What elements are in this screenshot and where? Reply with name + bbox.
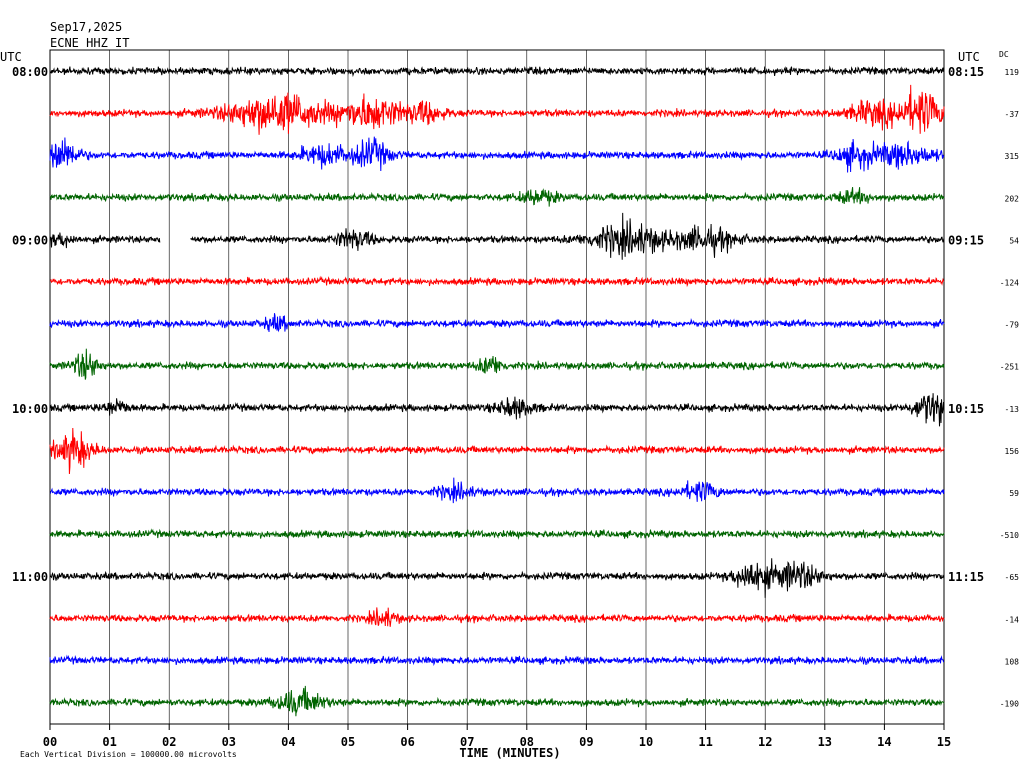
seismic-trace — [49, 685, 945, 717]
seismic-trace — [49, 427, 945, 475]
seismic-trace — [49, 313, 945, 333]
right-time-label: 08:15 — [948, 65, 984, 79]
dc-offset-label: -65 — [1005, 573, 1020, 582]
left-time-label: 10:00 — [12, 402, 48, 416]
left-time-label: 09:00 — [12, 233, 48, 247]
utc-right-label: UTC — [958, 50, 980, 64]
x-tick-label: 00 — [43, 735, 57, 749]
dc-label: DC — [999, 50, 1009, 59]
right-time-labels: 08:15 09:15 10:15 11:15 — [948, 65, 984, 584]
traces-group — [49, 65, 945, 717]
vertical-grid — [49, 50, 945, 724]
right-time-label: 11:15 — [948, 570, 984, 584]
x-tick-label: 02 — [162, 735, 176, 749]
dc-offset-label: 315 — [1005, 152, 1020, 161]
right-time-label: 10:15 — [948, 402, 984, 416]
dc-offset-label: -251 — [1000, 363, 1019, 372]
seismic-trace — [49, 212, 945, 260]
dc-offset-label: 108 — [1005, 657, 1020, 666]
x-tick-label: 11 — [698, 735, 712, 749]
seismic-trace — [49, 65, 945, 78]
seismic-trace — [49, 607, 945, 627]
station-label: ECNE HHZ IT — [50, 36, 129, 50]
footer-scale-note: Each Vertical Division = 100000.00 micro… — [20, 750, 237, 759]
x-tick-label: 07 — [460, 735, 474, 749]
x-tick-label: 13 — [818, 735, 832, 749]
x-tick-label: 10 — [639, 735, 653, 749]
seismic-trace — [49, 187, 945, 207]
dc-offset-label: -14 — [1005, 615, 1020, 624]
dc-offset-label: -124 — [1000, 279, 1019, 288]
left-time-labels: 08:00 09:00 10:00 11:00 — [12, 65, 48, 584]
dc-offset-label: -37 — [1005, 110, 1020, 119]
seismic-trace — [49, 393, 945, 427]
seismic-trace — [49, 654, 944, 667]
plot-frame — [49, 49, 945, 725]
x-tick-label: 14 — [877, 735, 891, 749]
seismic-trace — [49, 558, 945, 598]
x-axis-label: TIME (MINUTES) — [459, 746, 560, 760]
dc-offset-label: 54 — [1009, 236, 1019, 245]
dc-offset-label: 59 — [1009, 489, 1019, 498]
seismic-trace — [49, 528, 945, 540]
dc-offset-label: 156 — [1005, 447, 1020, 456]
x-tick-label: 03 — [222, 735, 236, 749]
x-tick-label: 06 — [400, 735, 414, 749]
left-time-label: 08:00 — [12, 65, 48, 79]
dc-offset-labels: 119 -37 315 202 54 -124 -79 -251 -13 156 59 -510 -65… — [1000, 68, 1019, 709]
x-tick-label: 15 — [937, 735, 951, 749]
dc-offset-label: 202 — [1005, 194, 1020, 203]
x-tick-label: 08 — [520, 735, 534, 749]
x-tick-label: 05 — [341, 735, 355, 749]
right-time-label: 09:15 — [948, 233, 984, 247]
dc-offset-label: -190 — [1000, 700, 1019, 709]
dc-offset-label: -510 — [1000, 531, 1019, 540]
x-tick-label: 09 — [579, 735, 593, 749]
x-tick-label: 12 — [758, 735, 772, 749]
dc-offset-label: -13 — [1005, 405, 1020, 414]
seismic-trace — [49, 477, 945, 504]
date-label: Sep17,2025 — [50, 20, 122, 34]
seismic-trace — [49, 348, 945, 380]
left-time-label: 11:00 — [12, 570, 48, 584]
x-tick-label: 01 — [102, 735, 116, 749]
seismic-trace — [49, 275, 945, 288]
seismic-trace — [49, 84, 945, 135]
utc-left-label: UTC — [0, 50, 22, 64]
seismic-trace — [49, 136, 945, 173]
dc-offset-label: -79 — [1005, 321, 1020, 330]
x-axis-ticks: 00 01 02 03 04 05 06 07 08 09 10 11 12 13 14 15 — [43, 724, 951, 749]
x-tick-label: 04 — [281, 735, 295, 749]
dc-offset-label: 119 — [1005, 68, 1020, 77]
